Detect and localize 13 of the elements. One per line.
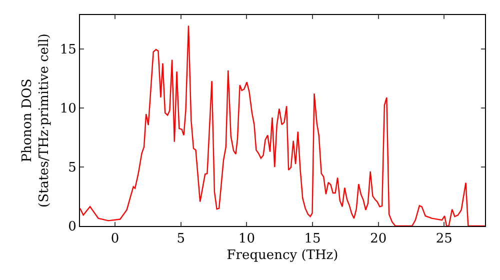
y-tick-label: 0	[68, 220, 76, 235]
x-tick-label: 25	[436, 232, 452, 247]
y-tick-label: 5	[68, 160, 76, 176]
x-tick-label: 15	[304, 232, 321, 247]
x-tick-label: 0	[110, 232, 120, 247]
x-tick-label: 10	[238, 232, 255, 247]
x-axis-title: Frequency (THz)	[226, 248, 338, 264]
x-tick-label: 5	[176, 232, 185, 247]
x-tick-label: 20	[370, 232, 387, 247]
y-tick-label: 10	[60, 102, 76, 117]
y-axis-title: Phonon DOS (States/THz·primitive cell)	[20, 33, 52, 208]
line-series	[80, 25, 485, 226]
y-tick-label: 15	[60, 42, 76, 58]
